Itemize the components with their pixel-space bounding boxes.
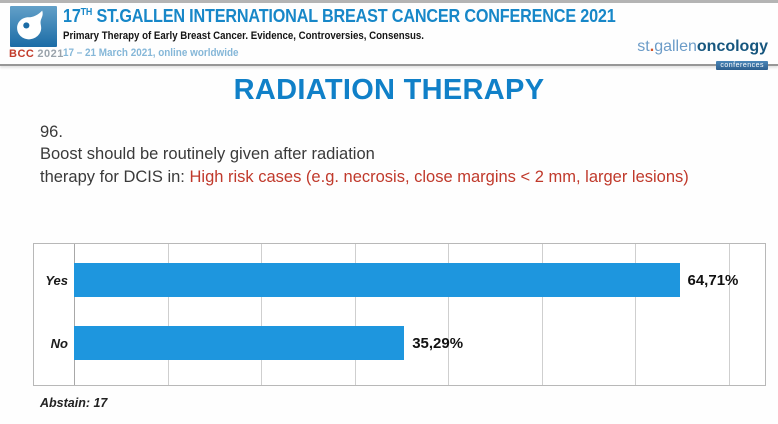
bcc-logo xyxy=(10,6,57,47)
bcc-label: BCC xyxy=(9,48,35,60)
question-block: 96. Boost should be routinely given afte… xyxy=(40,121,735,188)
gridline xyxy=(729,244,730,385)
brand-dot: . xyxy=(649,38,655,55)
value-label-yes: 64,71% xyxy=(687,272,739,289)
question-number: 96. xyxy=(40,123,63,141)
bar-yes xyxy=(74,263,680,297)
header: BCC 2021 17TH ST.GALLEN INTERNATIONAL BRE… xyxy=(0,3,778,70)
page-title: RADIATION THERAPY xyxy=(233,74,545,106)
question-line2-black: therapy for DCIS in: xyxy=(40,167,190,186)
slide-top-edge xyxy=(0,0,778,3)
conferences-badge: conferences xyxy=(716,61,768,70)
conference-title-rest: ST.GALLEN INTERNATIONAL BREAST CANCER CO… xyxy=(92,6,616,26)
stgallen-oncology-logo: st.gallenoncology conferences xyxy=(637,39,768,71)
brand-prefix: st xyxy=(637,38,650,55)
plot-area: 64,71% 35,29% xyxy=(74,244,738,385)
gridline xyxy=(261,244,263,385)
breast-drop-icon xyxy=(17,10,43,40)
question-line1: Boost should be routinely given after ra… xyxy=(40,145,375,164)
conference-dates: 17 – 21 March 2021, online worldwide xyxy=(63,47,239,59)
abstain-note: Abstain: 17 xyxy=(40,396,108,410)
conference-title-number: 17 xyxy=(63,6,81,26)
y-axis-line xyxy=(74,244,75,385)
bcc-year: 2021 xyxy=(37,48,64,60)
category-label-yes: Yes xyxy=(45,273,68,288)
conference-title: 17TH ST.GALLEN INTERNATIONAL BREAST CANC… xyxy=(63,6,616,27)
stgallen-oncology-wordmark: st.gallenoncology xyxy=(637,39,768,55)
gridline xyxy=(167,244,169,385)
gridline xyxy=(541,244,543,385)
category-label-no: No xyxy=(50,336,68,351)
bcc-logo-caption: BCC 2021 xyxy=(9,48,64,60)
value-label-no: 35,29% xyxy=(412,335,464,352)
brand-oncology: oncology xyxy=(696,38,768,55)
gridline xyxy=(635,244,637,385)
bar-no xyxy=(74,326,405,360)
question-highlight: High risk cases (e.g. necrosis, close ma… xyxy=(189,167,689,186)
gridline xyxy=(448,244,450,385)
question-text: Boost should be routinely given after ra… xyxy=(40,143,735,188)
conference-subtitle: Primary Therapy of Early Breast Cancer. … xyxy=(63,30,425,42)
conference-title-ordinal: TH xyxy=(80,7,93,18)
gridline xyxy=(354,244,356,385)
brand-mid: gallen xyxy=(654,38,697,55)
bar-chart: 64,71% 35,29% Yes No xyxy=(33,243,766,386)
